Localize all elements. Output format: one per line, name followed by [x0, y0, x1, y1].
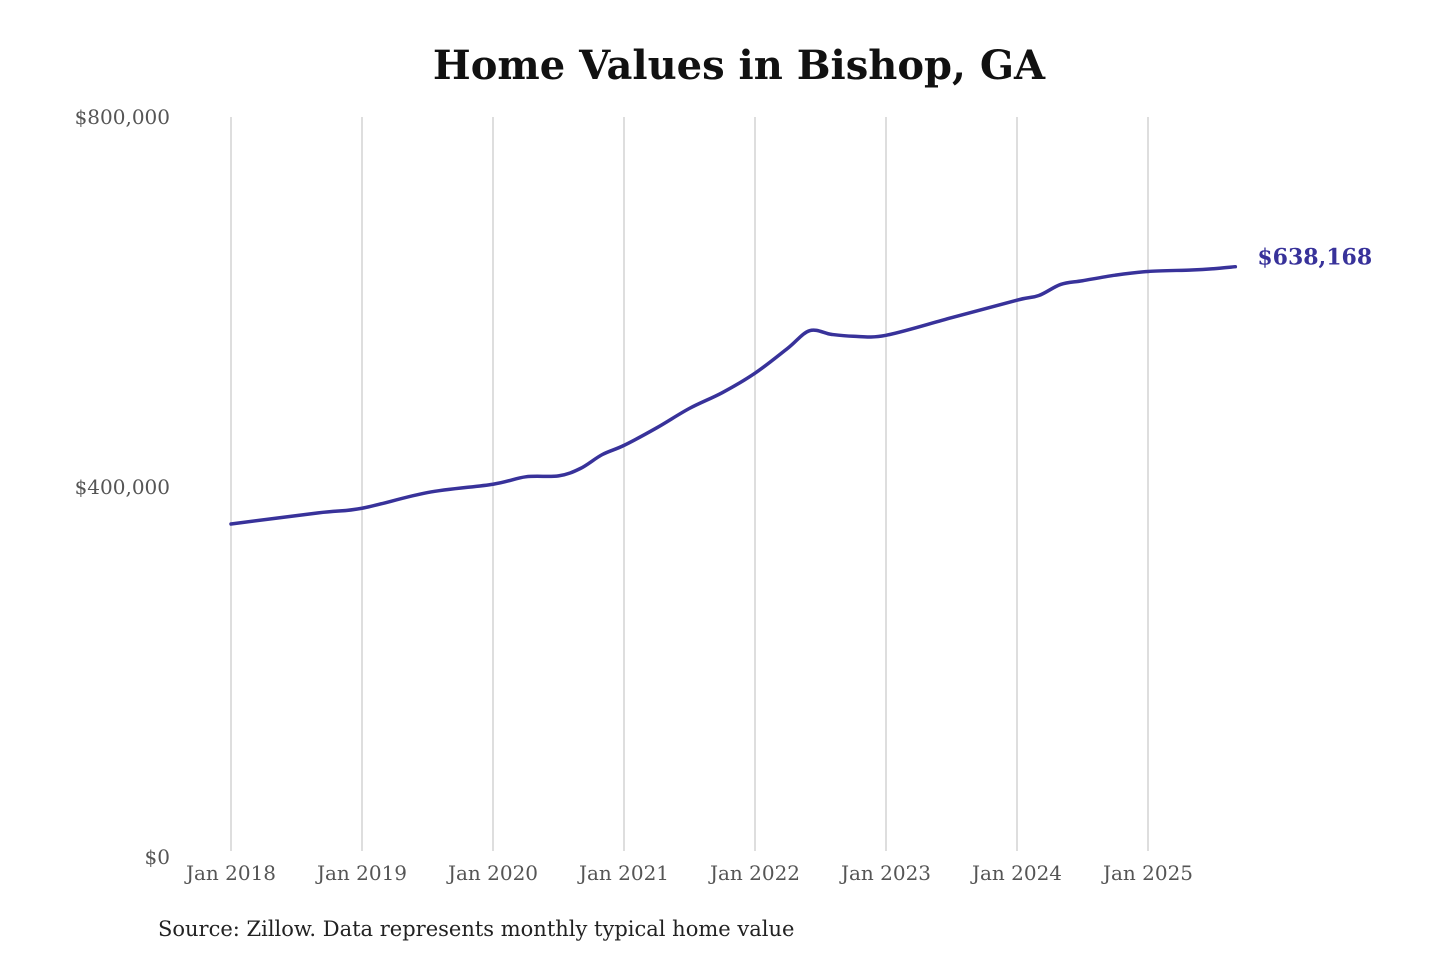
chart-title: Home Values in Bishop, GA [432, 42, 1046, 89]
x-tick-label: Jan 2025 [1101, 861, 1193, 885]
y-tick-label: $400,000 [75, 475, 170, 499]
x-tick-label: Jan 2024 [970, 861, 1062, 885]
x-tick-label: Jan 2022 [708, 861, 800, 885]
y-tick-label: $0 [145, 845, 170, 869]
source-note: Source: Zillow. Data represents monthly … [158, 917, 795, 941]
x-tick-label: Jan 2021 [577, 861, 669, 885]
x-tick-label: Jan 2023 [839, 861, 931, 885]
series-line [229, 264, 1238, 526]
x-tick-label: Jan 2019 [315, 861, 407, 885]
end-value-label: $638,168 [1257, 245, 1372, 271]
x-tick-label: Jan 2020 [446, 861, 538, 885]
y-tick-label: $800,000 [75, 105, 170, 129]
x-tick-label: Jan 2018 [184, 861, 276, 885]
